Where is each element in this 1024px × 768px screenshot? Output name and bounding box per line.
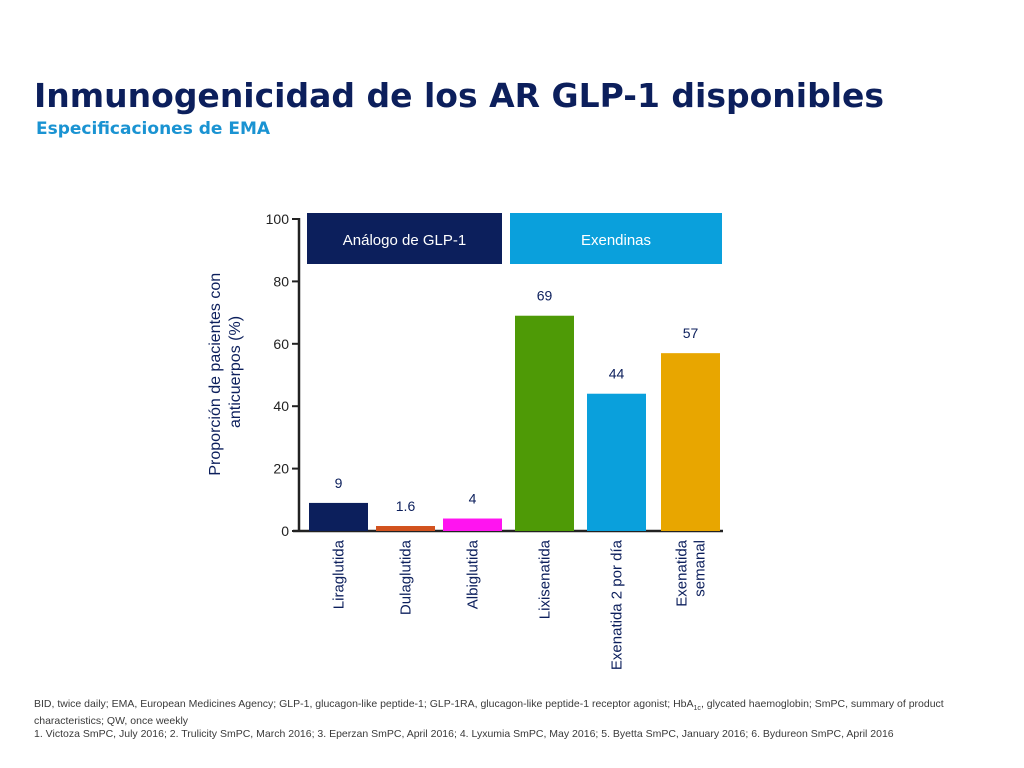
bar-value-label: 9 xyxy=(335,475,343,491)
group-header-label: Exendinas xyxy=(581,232,651,249)
bars xyxy=(309,315,720,531)
abbreviations-text-b: , glycated haemoglobin; SmPC, summary of… xyxy=(34,698,944,728)
y-tick-label: 60 xyxy=(273,336,289,352)
x-tick-label: Albiglutida xyxy=(465,539,482,609)
bar-value-label: 57 xyxy=(683,325,699,341)
references-note: 1. Victoza SmPC, July 2016; 2. Trulicity… xyxy=(34,728,894,741)
bar xyxy=(661,353,720,531)
bar xyxy=(309,502,368,531)
y-tick-label: 0 xyxy=(281,523,289,539)
y-tick-label: 40 xyxy=(273,398,289,414)
x-tick-label: Dulaglutida xyxy=(398,539,415,615)
y-tick-label: 20 xyxy=(273,461,289,477)
abbreviations-subscript: 1c xyxy=(693,705,701,713)
y-axis-label-line1: Proporción de pacientes con xyxy=(207,273,224,476)
bar xyxy=(587,393,646,531)
y-axis-label: Proporción de pacientes con anticuerpos … xyxy=(207,268,244,475)
group-header-label: Análogo de GLP-1 xyxy=(343,232,466,249)
bar-chart: Análogo de GLP-1 Exendinas 0 20 40 60 80 100 9… xyxy=(207,211,723,670)
slide-title: Inmunogenicidad de los AR GLP-1 disponib… xyxy=(34,76,885,115)
bar xyxy=(515,315,574,531)
bar xyxy=(443,518,502,531)
y-axis-label-line2: anticuerpos (%) xyxy=(227,316,244,428)
abbreviations-note: BID, twice daily; EMA, European Medicine… xyxy=(34,698,994,728)
group-header-box xyxy=(510,213,722,264)
bar-value-label: 1.6 xyxy=(396,498,416,514)
bar-value-label: 4 xyxy=(469,491,477,507)
group-header-box xyxy=(307,213,502,264)
bar xyxy=(376,526,435,531)
group-headers: Análogo de GLP-1 Exendinas xyxy=(307,213,722,264)
bar-value-label: 69 xyxy=(537,288,553,304)
footnotes: BID, twice daily; EMA, European Medicine… xyxy=(34,698,994,741)
abbreviations-text-a: BID, twice daily; EMA, European Medicine… xyxy=(34,698,694,710)
bar-value-label: 44 xyxy=(609,366,625,382)
x-tick-label: Lixisenatida xyxy=(537,539,554,619)
slide-subtitle: Especificaciones de EMA xyxy=(36,119,271,139)
x-tick-label: Exenatidasemanal xyxy=(674,539,709,606)
x-tick-label: Exenatida 2 por día xyxy=(609,539,626,670)
y-tick-label: 80 xyxy=(273,273,289,289)
y-tick-label: 100 xyxy=(266,211,290,227)
x-tick-label: Liraglutida xyxy=(331,539,348,609)
labels: 9 1.6 4 69 44 57 Liraglutida Dulaglutida Albiglu… xyxy=(331,288,709,670)
